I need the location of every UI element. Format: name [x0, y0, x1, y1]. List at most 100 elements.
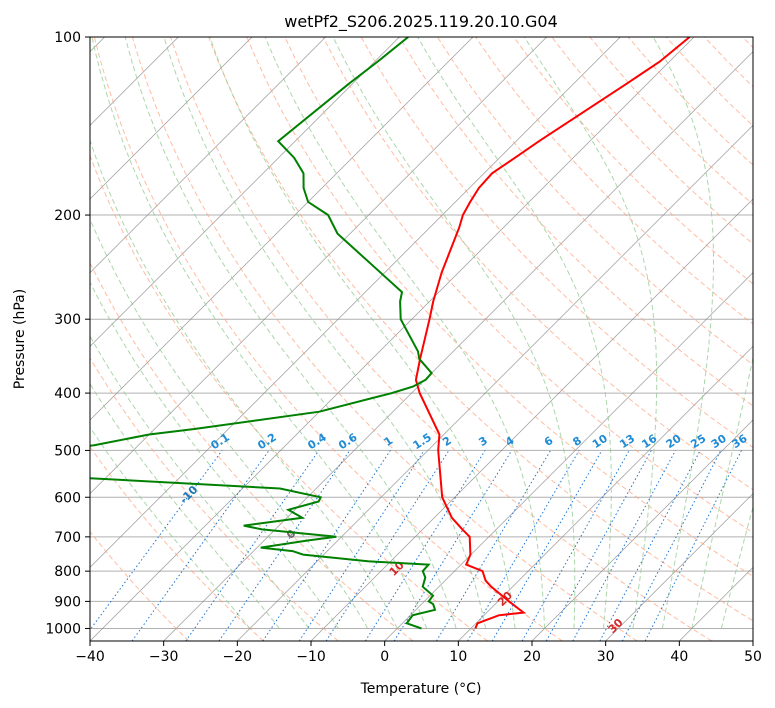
mixing-ratio-label: 8 [570, 434, 584, 449]
y-tick-label: 300 [54, 312, 81, 328]
moist-adiabat [264, 37, 545, 629]
mixing-ratio-line [521, 450, 630, 641]
mixing-ratio-label: 10 [590, 432, 610, 451]
y-tick-label: 1000 [45, 621, 81, 637]
moist-adiabat [332, 37, 576, 629]
moist-adiabat [90, 426, 251, 629]
dry-adiabat [665, 37, 753, 127]
x-tick-label: −10 [296, 649, 326, 665]
y-tick-label: 600 [54, 490, 81, 506]
dry-adiabat [90, 530, 190, 641]
y-tick-label: 200 [54, 208, 81, 224]
moist-adiabat [90, 138, 398, 629]
moist-adiabat [523, 37, 658, 629]
moist-adiabat [652, 37, 714, 629]
moist-adiabat [209, 37, 516, 629]
x-tick-label: 20 [523, 649, 541, 665]
x-tick-label: 50 [744, 649, 762, 665]
moist-adiabat [124, 37, 457, 629]
isotherm-line [90, 37, 621, 568]
x-tick-label: 10 [449, 649, 467, 665]
dry-adiabat [90, 357, 339, 641]
background-lines [90, 37, 753, 641]
dry-adiabat-label: -10 [177, 483, 200, 506]
dry-adiabat-label: 30 [606, 616, 626, 636]
dry-adiabat [208, 37, 753, 622]
isotherm-line [90, 37, 474, 421]
mixing-ratio-line [572, 450, 676, 641]
moist-adiabat [417, 37, 612, 629]
dry-adiabat [322, 37, 753, 491]
y-tick-label: 800 [54, 564, 81, 580]
mixing-ratio-line [131, 450, 270, 641]
dry-adiabat [360, 37, 753, 449]
dry-adiabat [93, 37, 563, 641]
isotherm-line [752, 640, 753, 641]
mixing-ratio-line [90, 450, 223, 631]
x-tick-label: 40 [670, 649, 688, 665]
mixing-ratio-line [262, 450, 391, 641]
dry-adiabat [513, 37, 753, 285]
moist-adiabat [720, 505, 753, 629]
isotherm-line [310, 198, 753, 641]
mixing-ratio-line [218, 450, 351, 641]
dry-adiabat [90, 445, 264, 641]
dry-adiabat [742, 37, 753, 49]
moist-adiabat [90, 217, 369, 629]
moist-adiabat [91, 37, 428, 629]
mixing-ratio-line [621, 450, 722, 641]
dry-adiabat [246, 37, 753, 577]
mixing-ratio-line [491, 450, 603, 641]
isotherm-line [90, 37, 253, 200]
mixing-ratio-line [364, 450, 486, 641]
chart-title: wetPf2_S206.2025.119.20.10.G04 [284, 12, 558, 32]
isotherm-line [163, 51, 753, 641]
mixing-ratio-label: 0.6 [336, 431, 360, 453]
isotherm-line [679, 566, 753, 641]
profile-line [90, 37, 437, 630]
x-axis-label: Temperature (°C) [360, 681, 482, 697]
mixing-ratio-line [393, 450, 513, 641]
mixing-ratio-label: 30 [709, 432, 729, 451]
dry-adiabat [170, 37, 712, 641]
isotherm-line [531, 419, 753, 641]
mixing-ratio-line [435, 450, 552, 641]
line-labels: 0.10.20.40.611.52346810131620253036-100-… [177, 431, 750, 641]
moist-adiabat [163, 37, 487, 629]
y-tick-label: 700 [54, 530, 81, 546]
y-axis-label: Pressure (hPa) [12, 289, 28, 389]
mixing-ratio-label: 6 [542, 434, 556, 449]
y-tick-label: 500 [54, 443, 81, 459]
x-tick-label: −20 [223, 649, 253, 665]
dry-adiabat [589, 37, 753, 205]
mixing-ratio-label: 1.5 [411, 431, 434, 453]
isotherm-line [90, 37, 695, 641]
isotherm-line [458, 345, 753, 641]
moist-adiabat [90, 335, 310, 629]
mixing-ratio-line [325, 450, 450, 641]
mixing-ratio-label: 1 [382, 434, 396, 449]
moist-adiabat [691, 355, 753, 629]
profile-series [90, 37, 691, 630]
isotherm-line [90, 37, 400, 347]
y-tick-label: 100 [54, 30, 81, 46]
x-tick-label: −30 [149, 649, 179, 665]
isotherm-line [605, 493, 753, 641]
dry-adiabat [284, 37, 753, 534]
mixing-ratio-line [545, 450, 652, 641]
dry-adiabat [90, 154, 488, 641]
mixing-ratio-label: 2 [440, 434, 454, 449]
mixing-ratio-label: 25 [688, 432, 708, 451]
x-tick-label: 30 [597, 649, 615, 665]
isotherm-line [237, 124, 753, 641]
x-tick-label: 0 [380, 649, 389, 665]
y-tick-label: 900 [54, 594, 81, 610]
mixing-ratio-line [599, 450, 701, 641]
mixing-ratio-line [298, 450, 425, 641]
x-tick-label: −40 [75, 649, 105, 665]
mixing-ratio-label: 0.2 [255, 431, 278, 453]
moist-adiabat [90, 281, 339, 629]
mixing-ratio-line [185, 450, 320, 641]
dry-adiabat [90, 261, 414, 641]
mixing-ratio-label: 13 [617, 432, 637, 451]
